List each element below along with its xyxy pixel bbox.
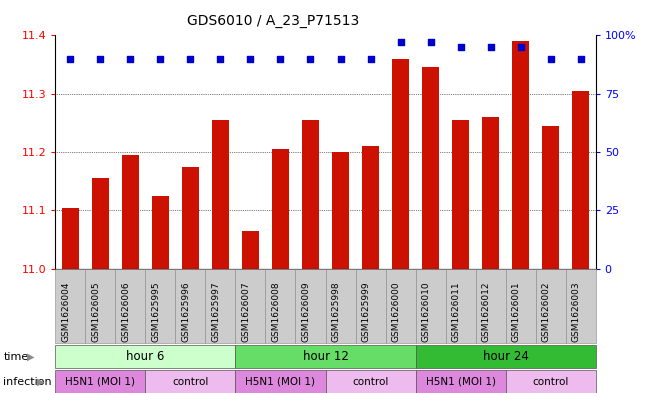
Text: GSM1626005: GSM1626005: [91, 281, 100, 342]
Text: GSM1626002: GSM1626002: [542, 281, 551, 342]
Bar: [512, 41, 529, 269]
Bar: [452, 120, 469, 269]
Point: [575, 55, 586, 62]
Text: GSM1625997: GSM1625997: [212, 281, 221, 342]
Text: infection: infection: [3, 376, 52, 387]
Bar: [572, 91, 589, 269]
Text: ▶: ▶: [27, 352, 35, 362]
Text: GSM1625998: GSM1625998: [331, 281, 340, 342]
Bar: [362, 146, 379, 269]
Text: GSM1626008: GSM1626008: [271, 281, 281, 342]
Text: H5N1 (MOI 1): H5N1 (MOI 1): [426, 376, 495, 387]
Bar: [182, 167, 199, 269]
Text: GSM1626011: GSM1626011: [452, 281, 461, 342]
Text: ▶: ▶: [37, 376, 45, 387]
Bar: [92, 178, 109, 269]
Text: GSM1626006: GSM1626006: [121, 281, 130, 342]
Text: GSM1626009: GSM1626009: [301, 281, 311, 342]
Text: GSM1626012: GSM1626012: [482, 281, 491, 342]
Text: GSM1626010: GSM1626010: [422, 281, 430, 342]
Text: time: time: [3, 352, 29, 362]
Bar: [393, 59, 409, 269]
Text: GSM1625996: GSM1625996: [182, 281, 190, 342]
Text: H5N1 (MOI 1): H5N1 (MOI 1): [65, 376, 135, 387]
Point: [125, 55, 135, 62]
Point: [425, 39, 436, 46]
Bar: [422, 68, 439, 269]
Bar: [62, 208, 79, 269]
Point: [546, 55, 556, 62]
Point: [305, 55, 316, 62]
Point: [516, 44, 526, 50]
Text: hour 24: hour 24: [482, 350, 529, 364]
Bar: [212, 120, 229, 269]
Text: GSM1626000: GSM1626000: [391, 281, 400, 342]
Point: [335, 55, 346, 62]
Text: GDS6010 / A_23_P71513: GDS6010 / A_23_P71513: [187, 14, 359, 28]
Point: [486, 44, 496, 50]
Point: [95, 55, 105, 62]
Bar: [272, 149, 289, 269]
Point: [155, 55, 165, 62]
Text: GSM1625999: GSM1625999: [361, 281, 370, 342]
Text: H5N1 (MOI 1): H5N1 (MOI 1): [245, 376, 316, 387]
Text: GSM1626007: GSM1626007: [242, 281, 251, 342]
Text: GSM1625995: GSM1625995: [152, 281, 160, 342]
Point: [365, 55, 376, 62]
Bar: [482, 117, 499, 269]
Point: [186, 55, 196, 62]
Bar: [542, 126, 559, 269]
Point: [65, 55, 76, 62]
Point: [275, 55, 286, 62]
Text: control: control: [352, 376, 389, 387]
Bar: [302, 120, 319, 269]
Bar: [332, 152, 349, 269]
Text: hour 6: hour 6: [126, 350, 165, 364]
Text: GSM1626003: GSM1626003: [572, 281, 581, 342]
Bar: [242, 231, 258, 269]
Bar: [122, 155, 139, 269]
Text: GSM1626004: GSM1626004: [61, 281, 70, 342]
Point: [215, 55, 226, 62]
Point: [456, 44, 466, 50]
Bar: [152, 196, 169, 269]
Text: GSM1626001: GSM1626001: [512, 281, 521, 342]
Text: hour 12: hour 12: [303, 350, 348, 364]
Point: [245, 55, 256, 62]
Point: [395, 39, 406, 46]
Text: control: control: [533, 376, 569, 387]
Text: control: control: [173, 376, 208, 387]
